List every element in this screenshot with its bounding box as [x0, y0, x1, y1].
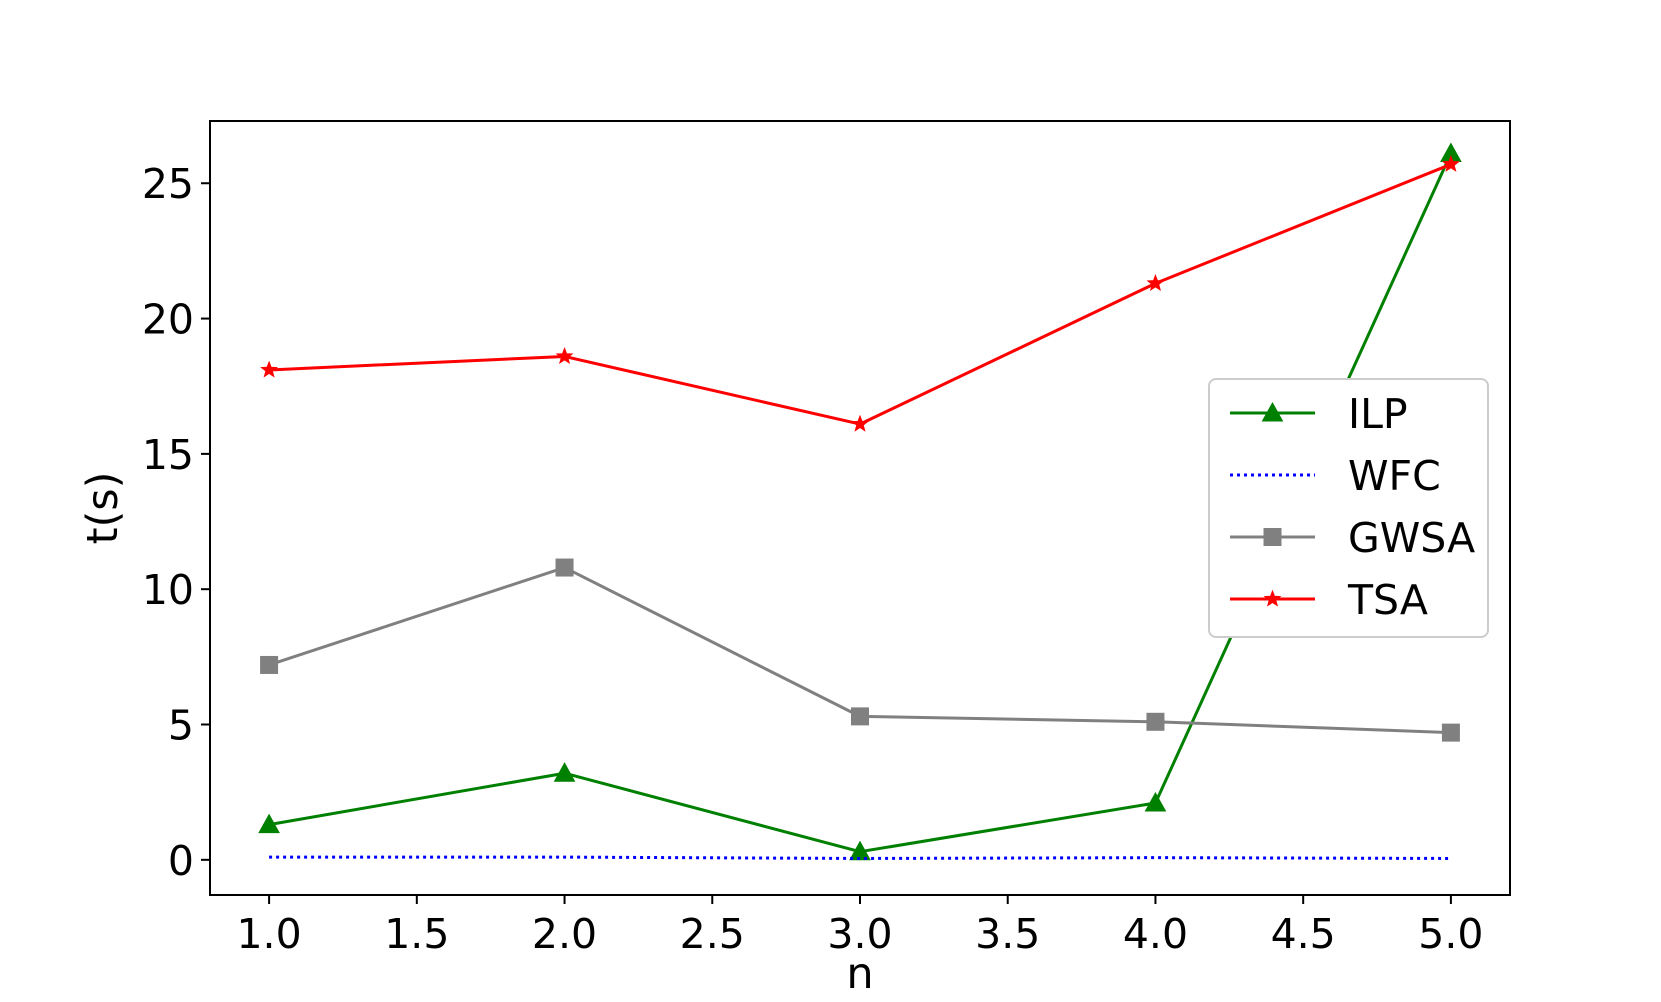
legend: ILP WFC GWSA TSA: [1208, 378, 1489, 638]
data-point-ilp: [553, 762, 576, 782]
data-point-gwsa: [260, 655, 279, 674]
x-tick-label: 3.5: [975, 910, 1040, 958]
y-tick-label: 0: [168, 837, 194, 885]
y-axis-label: t(s): [78, 472, 128, 545]
x-tick-label: 2.5: [680, 910, 745, 958]
axis-layer: 1.0 1.5 2.0 2.5 3.0 3.5 4.0 4.5 5.0 0 5 10 15 20 25: [142, 160, 1484, 958]
legend-label-tsa: TSA: [1347, 576, 1428, 624]
data-point-tsa: [260, 360, 279, 378]
y-tick-label: 25: [142, 160, 194, 208]
x-tick-label: 2.0: [532, 910, 597, 958]
legend-label-ilp: ILP: [1348, 390, 1408, 438]
x-tick-label: 1.5: [384, 910, 449, 958]
y-tick-label: 10: [142, 566, 194, 614]
data-point-gwsa: [1441, 723, 1460, 742]
legend-entries: ILP WFC GWSA TSA: [1230, 390, 1475, 624]
data-point-tsa: [555, 347, 574, 365]
y-tick-label: 20: [142, 296, 194, 344]
x-tick-label: 5.0: [1418, 910, 1483, 958]
legend-box: [1208, 378, 1489, 638]
legend-label-wfc: WFC: [1348, 452, 1441, 500]
data-point-ilp: [258, 813, 280, 834]
x-tick-label: 4.0: [1123, 910, 1188, 958]
data-point-tsa: [851, 414, 869, 432]
data-point-gwsa: [555, 558, 574, 577]
series-line-wfc: [269, 855, 1451, 860]
x-tick-label: 1.0: [236, 910, 301, 958]
y-tick-label: 15: [142, 431, 194, 479]
legend-marker-ilp: [1261, 401, 1284, 422]
legend-label-gwsa: GWSA: [1348, 514, 1475, 562]
data-point-gwsa: [1146, 712, 1165, 731]
data-point-tsa: [1146, 273, 1165, 291]
x-tick-label: 4.5: [1271, 910, 1336, 958]
data-point-gwsa: [851, 707, 869, 726]
legend-marker-gwsa: [1263, 528, 1282, 546]
legend-marker-tsa: [1263, 589, 1282, 607]
y-tick-label: 5: [168, 702, 194, 750]
x-tick-label: 3.0: [827, 910, 892, 958]
x-axis-label: n: [846, 949, 873, 997]
data-point-ilp: [1144, 791, 1167, 812]
data-point-tsa: [1441, 154, 1460, 172]
